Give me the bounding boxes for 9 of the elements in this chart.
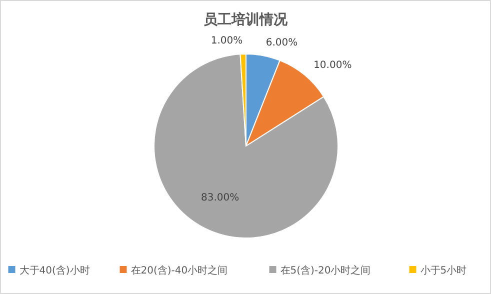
legend-label: 大于40(含)小时 [19,264,90,276]
legend-label: 在20(含)-40小时之间 [130,264,228,276]
data-label: 83.00% [201,192,240,204]
data-label: 6.00% [266,37,298,48]
legend-label: 在5(含)-20小时之间 [280,264,371,276]
chart-title: 员工培训情况 [204,11,288,28]
data-label: 1.00% [210,36,243,47]
legend-label: 小于5小时 [420,264,467,276]
data-label: 10.00% [314,60,352,71]
